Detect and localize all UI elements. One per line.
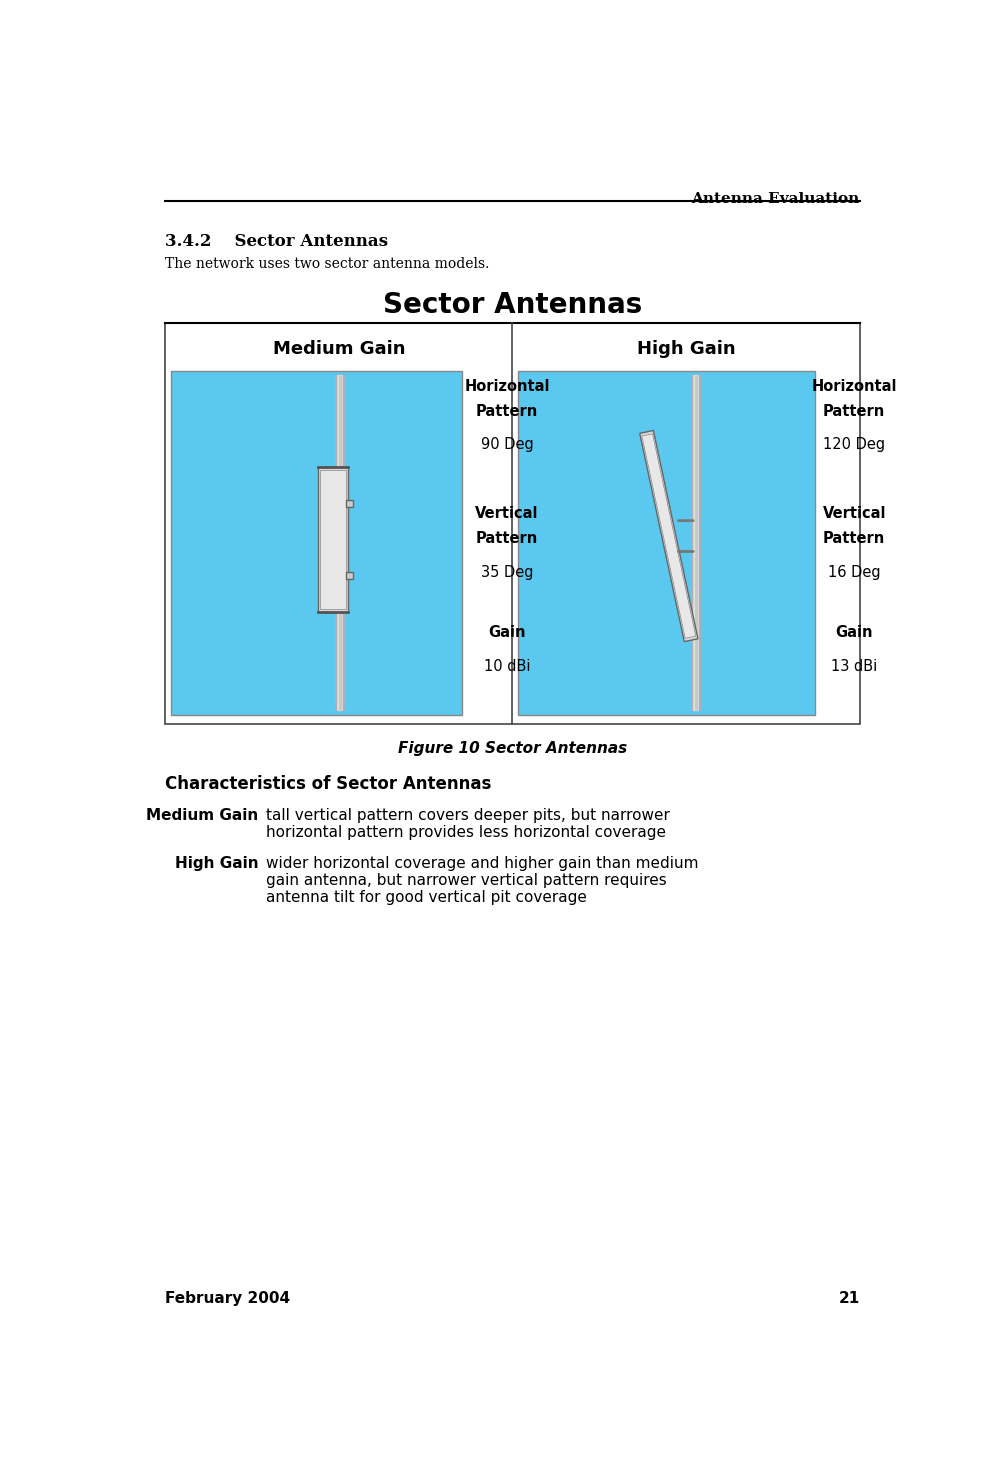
Text: 21: 21 [839, 1292, 859, 1307]
Text: Medium Gain: Medium Gain [146, 808, 258, 823]
Bar [319, 467, 348, 611]
Text: Pattern: Pattern [823, 531, 885, 546]
Bar [518, 371, 814, 715]
Text: February 2004: February 2004 [165, 1292, 290, 1307]
Polygon shape [640, 430, 697, 642]
Text: Medium Gain: Medium Gain [273, 341, 405, 359]
Text: Sector Antennas: Sector Antennas [383, 291, 643, 319]
Text: Gain: Gain [489, 626, 526, 641]
Text: High Gain: High Gain [637, 341, 736, 359]
Bar [346, 572, 352, 578]
Text: Vertical: Vertical [822, 506, 886, 521]
Text: Pattern: Pattern [476, 403, 539, 418]
Text: Horizontal: Horizontal [464, 380, 549, 394]
Text: 13 dBi: 13 dBi [831, 660, 877, 675]
Text: Gain: Gain [836, 626, 873, 641]
Text: Horizontal: Horizontal [811, 380, 897, 394]
Polygon shape [642, 435, 696, 638]
Text: 10 dBi: 10 dBi [484, 660, 531, 675]
Bar [346, 500, 352, 507]
Bar [320, 470, 346, 608]
Text: The network uses two sector antenna models.: The network uses two sector antenna mode… [165, 257, 490, 270]
Text: Pattern: Pattern [476, 531, 539, 546]
Text: Pattern: Pattern [823, 403, 885, 418]
Text: 16 Deg: 16 Deg [828, 565, 881, 580]
Text: Characteristics of Sector Antennas: Characteristics of Sector Antennas [165, 776, 491, 793]
Text: Figure 10 Sector Antennas: Figure 10 Sector Antennas [398, 742, 627, 756]
Text: Vertical: Vertical [475, 506, 539, 521]
Text: 90 Deg: 90 Deg [481, 437, 534, 452]
Text: tall vertical pattern covers deeper pits, but narrower
horizontal pattern provid: tall vertical pattern covers deeper pits… [266, 808, 670, 841]
Text: Antenna Evaluation: Antenna Evaluation [692, 191, 859, 206]
Text: 35 Deg: 35 Deg [481, 565, 534, 580]
Text: 3.4.2    Sector Antennas: 3.4.2 Sector Antennas [165, 233, 388, 251]
Text: High Gain: High Gain [175, 856, 258, 871]
Bar [165, 323, 859, 724]
Text: wider horizontal coverage and higher gain than medium
gain antenna, but narrower: wider horizontal coverage and higher gai… [266, 856, 698, 905]
Text: 120 Deg: 120 Deg [823, 437, 885, 452]
Bar [171, 371, 462, 715]
